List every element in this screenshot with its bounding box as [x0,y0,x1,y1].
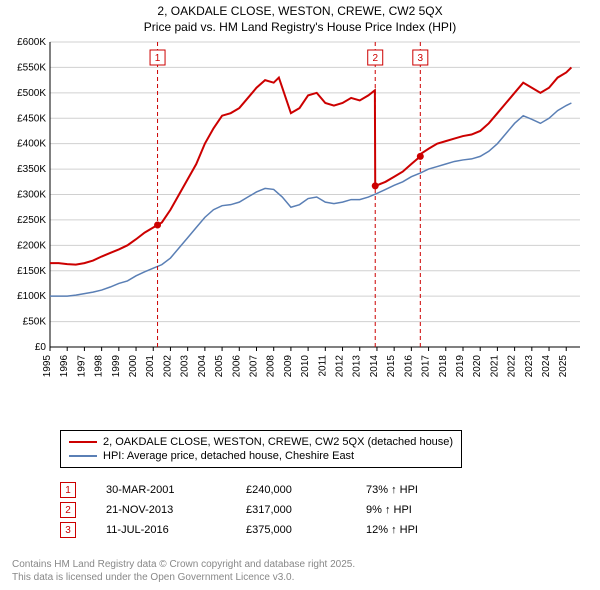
svg-text:2016: 2016 [403,355,414,378]
transaction-marker-icon: 1 [60,482,76,498]
svg-text:2010: 2010 [300,355,311,378]
svg-text:£100K: £100K [17,291,46,302]
svg-text:1995: 1995 [42,355,53,378]
svg-text:2000: 2000 [128,355,139,378]
transaction-price: £317,000 [246,504,336,516]
legend-row: 2, OAKDALE CLOSE, WESTON, CREWE, CW2 5QX… [69,435,453,449]
transaction-pct: 73% ↑ HPI [366,484,476,496]
footer-line1: Contains HM Land Registry data © Crown c… [12,559,355,572]
svg-text:2019: 2019 [455,355,466,378]
svg-text:2006: 2006 [231,355,242,378]
svg-text:1997: 1997 [76,355,87,378]
svg-text:2017: 2017 [421,355,432,378]
svg-text:£300K: £300K [17,190,46,201]
transaction-price: £240,000 [246,484,336,496]
svg-text:2003: 2003 [180,355,191,378]
svg-text:£500K: £500K [17,88,46,99]
legend-swatch [69,455,97,457]
svg-text:2025: 2025 [558,355,569,378]
svg-text:£200K: £200K [17,240,46,251]
svg-text:2014: 2014 [369,355,380,378]
svg-text:2011: 2011 [317,355,328,377]
svg-text:£550K: £550K [17,62,46,73]
title-line2: Price paid vs. HM Land Registry's House … [0,20,600,36]
svg-text:£450K: £450K [17,113,46,124]
svg-text:2001: 2001 [145,355,156,378]
svg-text:2002: 2002 [162,355,173,378]
svg-text:2004: 2004 [197,355,208,378]
svg-text:1: 1 [155,53,161,64]
svg-text:2012: 2012 [335,355,346,378]
svg-text:1998: 1998 [94,355,105,378]
svg-text:2013: 2013 [352,355,363,378]
legend-label: HPI: Average price, detached house, Ches… [103,450,354,462]
svg-text:1996: 1996 [59,355,70,378]
chart-plot-area: £0£50K£100K£150K£200K£250K£300K£350K£400… [50,42,580,392]
svg-text:£0: £0 [35,342,47,353]
svg-text:2022: 2022 [507,355,518,378]
svg-text:3: 3 [418,53,424,64]
transaction-pct: 12% ↑ HPI [366,524,476,536]
svg-text:2020: 2020 [472,355,483,378]
svg-text:£150K: £150K [17,266,46,277]
svg-text:£400K: £400K [17,139,46,150]
legend-label: 2, OAKDALE CLOSE, WESTON, CREWE, CW2 5QX… [103,436,453,448]
svg-text:2018: 2018 [438,355,449,378]
chart-container: 2, OAKDALE CLOSE, WESTON, CREWE, CW2 5QX… [0,0,600,590]
chart-title: 2, OAKDALE CLOSE, WESTON, CREWE, CW2 5QX… [0,0,600,35]
svg-text:2023: 2023 [524,355,535,378]
svg-text:2015: 2015 [386,355,397,378]
legend-row: HPI: Average price, detached house, Ches… [69,449,453,463]
transaction-pct: 9% ↑ HPI [366,504,476,516]
footer-text: Contains HM Land Registry data © Crown c… [12,559,355,584]
footer-line2: This data is licensed under the Open Gov… [12,572,355,585]
legend: 2, OAKDALE CLOSE, WESTON, CREWE, CW2 5QX… [60,430,462,468]
svg-text:2007: 2007 [248,355,259,378]
svg-text:2008: 2008 [266,355,277,378]
svg-text:£250K: £250K [17,215,46,226]
transaction-price: £375,000 [246,524,336,536]
transactions-table: 1 30-MAR-2001 £240,000 73% ↑ HPI 2 21-NOV-201… [60,480,476,540]
svg-text:2024: 2024 [541,355,552,378]
legend-swatch [69,441,97,443]
chart-svg: £0£50K£100K£150K£200K£250K£300K£350K£400… [50,42,580,392]
transaction-date: 11-JUL-2016 [106,524,216,536]
title-line1: 2, OAKDALE CLOSE, WESTON, CREWE, CW2 5QX [0,4,600,20]
transaction-date: 21-NOV-2013 [106,504,216,516]
svg-text:2009: 2009 [283,355,294,378]
svg-text:2005: 2005 [214,355,225,378]
svg-text:£350K: £350K [17,164,46,175]
svg-text:2021: 2021 [489,355,500,378]
svg-text:1999: 1999 [111,355,122,378]
transaction-row: 1 30-MAR-2001 £240,000 73% ↑ HPI [60,480,476,500]
svg-text:£600K: £600K [17,37,46,48]
transaction-row: 2 21-NOV-2013 £317,000 9% ↑ HPI [60,500,476,520]
transaction-row: 3 11-JUL-2016 £375,000 12% ↑ HPI [60,520,476,540]
transaction-date: 30-MAR-2001 [106,484,216,496]
transaction-marker-icon: 3 [60,522,76,538]
transaction-marker-icon: 2 [60,502,76,518]
svg-text:£50K: £50K [23,317,47,328]
svg-text:2: 2 [372,53,378,64]
